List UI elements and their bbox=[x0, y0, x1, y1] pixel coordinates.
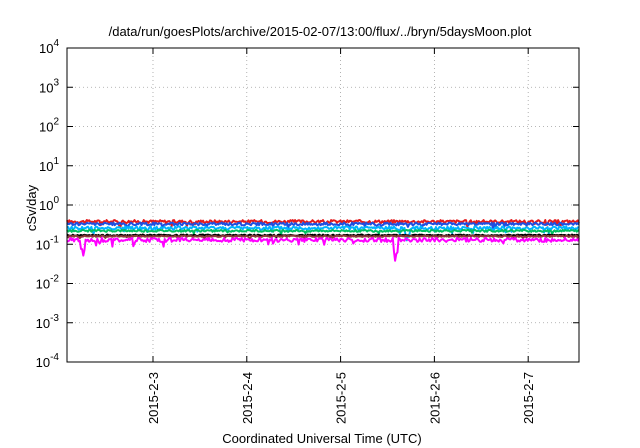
x-tick-label: 2015-2-4 bbox=[240, 372, 255, 424]
y-axis-label: cSv/day bbox=[24, 184, 39, 231]
tick-group: 10-4 10-3 10-2 10-1 100 101 102 103 104 2015-2-3 2… bbox=[36, 38, 579, 424]
series-line bbox=[66, 236, 580, 262]
series-line bbox=[66, 234, 580, 240]
grid bbox=[67, 48, 579, 362]
chart-title: /data/run/goesPlots/archive/2015-02-07/1… bbox=[109, 24, 532, 39]
x-tick-label: 2015-2-3 bbox=[146, 372, 161, 424]
x-tick-label: 2015-2-5 bbox=[334, 372, 349, 424]
y-tick-label: 10-1 bbox=[36, 234, 60, 252]
series-line bbox=[66, 221, 580, 230]
series-group bbox=[66, 219, 580, 262]
y-tick-label: 103 bbox=[39, 77, 59, 95]
series-line bbox=[66, 219, 580, 228]
y-tick-label: 104 bbox=[39, 38, 59, 56]
y-tick-label: 102 bbox=[39, 117, 59, 135]
y-tick-label: 10-2 bbox=[36, 274, 60, 292]
series-line bbox=[66, 225, 580, 242]
series-line bbox=[66, 228, 580, 236]
y-tick-label: 10-3 bbox=[36, 313, 60, 331]
y-tick-label: 10-4 bbox=[36, 352, 60, 370]
x-tick-label: 2015-2-7 bbox=[521, 372, 536, 424]
x-axis-label: Coordinated Universal Time (UTC) bbox=[222, 431, 421, 446]
y-tick-label: 101 bbox=[39, 156, 59, 174]
x-tick-label: 2015-2-6 bbox=[427, 372, 442, 424]
y-tick-label: 100 bbox=[39, 195, 59, 213]
